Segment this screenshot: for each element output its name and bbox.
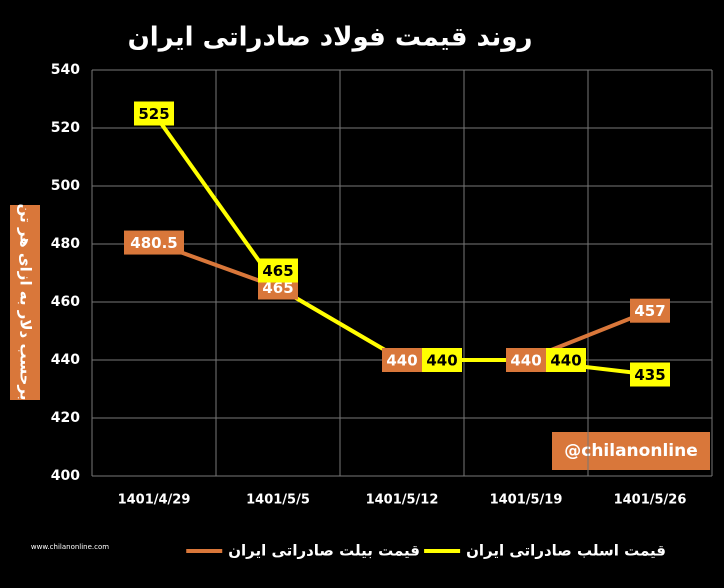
data-label-box [124, 230, 184, 255]
data-label: 457 [634, 302, 665, 320]
data-label-box [382, 348, 422, 372]
data-label-box [506, 348, 546, 372]
y-label-box [10, 205, 40, 400]
y-tick-label: 460 [51, 294, 80, 310]
y-tick-label: 520 [51, 120, 80, 136]
legend-label: قیمت بیلت صادراتی ایران [228, 542, 420, 560]
data-label: 465 [262, 279, 293, 297]
watermark: @chilanonline [564, 441, 697, 461]
data-label: 440 [386, 352, 417, 370]
x-tick-label: 1401/5/5 [246, 493, 310, 508]
data-label: 440 [510, 352, 541, 370]
data-label: 440 [426, 352, 457, 370]
chart-title: روند قیمت فولاد صادراتی ایران [128, 23, 533, 53]
data-label-box [630, 362, 670, 387]
x-tick-label: 1401/4/29 [118, 493, 191, 508]
data-label-box [546, 348, 586, 372]
y-tick-label: 420 [51, 410, 80, 426]
x-tick-label: 1401/5/12 [366, 493, 439, 508]
y-tick-label: 540 [51, 62, 80, 78]
x-tick-label: 1401/5/19 [490, 493, 563, 508]
data-label: 435 [634, 366, 665, 384]
watermark-box [552, 432, 710, 470]
y-tick-label: 500 [51, 178, 80, 194]
y-tick-label: 480 [51, 236, 80, 252]
data-label-box [630, 298, 670, 323]
legend-label: قیمت اسلب صادراتی ایران [466, 542, 666, 560]
x-tick-label: 1401/5/26 [614, 493, 687, 508]
y-tick-label: 440 [51, 352, 80, 368]
y-tick-label: 400 [51, 468, 80, 484]
data-label: 440 [550, 352, 581, 370]
data-label: 465 [262, 262, 293, 280]
data-label: 480.5 [130, 234, 177, 252]
logo-text: www.chilanonline.com [31, 543, 109, 551]
data-label-box [258, 258, 298, 283]
y-axis-label: برحسب دلار به ازای هر تن [17, 204, 35, 401]
data-label-box [422, 348, 462, 372]
data-label-box [134, 101, 174, 126]
data-label: 525 [138, 105, 169, 123]
